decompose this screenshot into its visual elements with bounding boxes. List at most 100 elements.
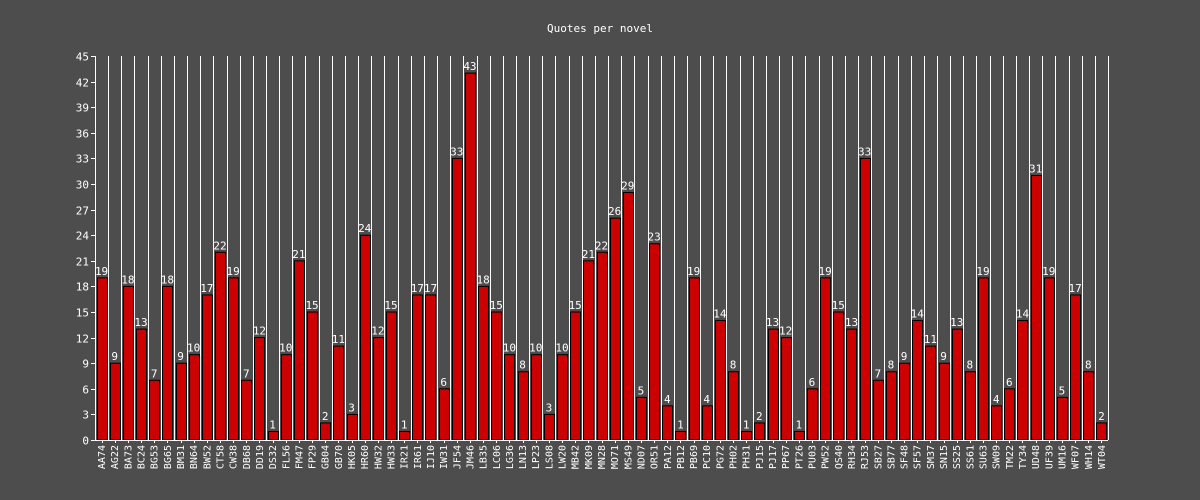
data-label: 14 — [1016, 308, 1030, 321]
x-tick-label: MB42 — [571, 445, 582, 469]
bar — [702, 405, 713, 441]
x-tick-label: DB68 — [242, 445, 253, 469]
bar — [649, 243, 660, 441]
x-tick-label: RH34 — [847, 445, 858, 469]
x-tick-label: LP23 — [531, 445, 542, 469]
data-label: 1 — [401, 418, 408, 431]
x-tick-label: LN13 — [518, 445, 529, 469]
x-tick-label: LB35 — [479, 445, 490, 469]
bar — [360, 234, 371, 441]
data-label: 2 — [322, 410, 329, 423]
data-label: 9 — [111, 350, 118, 363]
x-tick-label: PB12 — [676, 445, 687, 469]
data-label: 18 — [476, 273, 489, 286]
bar — [1083, 371, 1094, 441]
data-label: 3 — [348, 401, 355, 414]
x-tick-label: JM46 — [465, 445, 476, 469]
y-tick-label: 24 — [76, 230, 90, 243]
data-label: 8 — [967, 359, 974, 372]
x-tick-label: RJ53 — [860, 445, 871, 469]
data-label: 9 — [901, 350, 908, 363]
data-label: 10 — [529, 342, 542, 355]
y-tick-label: 39 — [76, 102, 89, 115]
x-tick-label: SF48 — [900, 445, 911, 469]
x-tick-label: UF39 — [1044, 445, 1055, 469]
x-tick-label: MS49 — [623, 445, 634, 469]
data-label: 1 — [677, 418, 684, 431]
y-tick-label: 36 — [76, 128, 89, 141]
data-label: 8 — [730, 359, 737, 372]
data-label: 23 — [647, 231, 660, 244]
x-tick-label: LW20 — [558, 445, 569, 469]
data-label: 19 — [819, 265, 832, 278]
data-label: 4 — [703, 393, 710, 406]
data-label: 21 — [582, 248, 595, 261]
x-tick-label: JF54 — [452, 445, 463, 469]
bar — [860, 157, 871, 441]
data-label: 33 — [858, 145, 871, 158]
bar — [873, 379, 884, 441]
data-label: 7 — [243, 367, 250, 380]
x-tick-label: IR61 — [413, 445, 424, 469]
data-label: 12 — [371, 325, 384, 338]
bar — [689, 277, 700, 441]
x-tick-label: PC10 — [702, 445, 713, 469]
data-label: 17 — [1068, 282, 1081, 295]
x-tick-label: IR21 — [400, 445, 411, 469]
bar — [162, 285, 173, 441]
bar — [820, 277, 831, 441]
x-tick-label: MN28 — [597, 445, 608, 469]
x-tick-label: UM16 — [1057, 445, 1068, 469]
x-tick-label: PA12 — [663, 445, 674, 469]
x-tick-label: BC24 — [137, 445, 148, 469]
x-tick-label: PH02 — [729, 445, 740, 469]
data-label: 8 — [888, 359, 895, 372]
x-tick-label: BN64 — [189, 445, 200, 469]
bar — [241, 379, 252, 441]
x-tick-label: HW33 — [387, 445, 398, 469]
data-label: 6 — [440, 376, 447, 389]
data-label: 29 — [621, 180, 634, 193]
data-label: 13 — [950, 316, 963, 329]
x-tick-label: PT26 — [794, 445, 805, 469]
bar — [307, 311, 318, 441]
data-label: 15 — [490, 299, 503, 312]
bar — [939, 362, 950, 441]
bar — [623, 192, 634, 441]
data-label: 6 — [809, 376, 816, 389]
data-label: 17 — [411, 282, 424, 295]
data-label: 10 — [279, 342, 292, 355]
data-label: 10 — [187, 342, 200, 355]
x-tick-label: FM47 — [294, 445, 305, 469]
y-tick-label: 42 — [76, 77, 89, 90]
bar — [754, 422, 765, 441]
x-tick-label: HW32 — [373, 445, 384, 469]
data-label: 9 — [177, 350, 184, 363]
x-tick-label: LC06 — [492, 445, 503, 469]
bar — [347, 413, 358, 441]
x-tick-label: LG36 — [505, 445, 516, 469]
data-label: 19 — [687, 265, 700, 278]
bar — [1031, 174, 1042, 441]
y-tick-label: 18 — [76, 281, 89, 294]
x-tick-label: CW38 — [229, 445, 240, 469]
bar — [176, 362, 187, 441]
data-label: 17 — [424, 282, 437, 295]
x-tick-label: AG22 — [110, 445, 121, 469]
bar — [254, 337, 265, 441]
x-tick-label: BG65 — [163, 445, 174, 469]
bar — [386, 311, 397, 441]
data-label: 13 — [134, 316, 147, 329]
bar — [281, 354, 292, 441]
data-label: 33 — [450, 145, 463, 158]
bar — [110, 362, 121, 441]
bar — [504, 354, 515, 441]
data-label: 10 — [555, 342, 568, 355]
x-tick-label: SW09 — [992, 445, 1003, 469]
bar — [491, 311, 502, 441]
bar — [1017, 320, 1028, 441]
bar — [268, 430, 279, 441]
bar — [912, 320, 923, 441]
bar — [570, 311, 581, 441]
data-label: 8 — [1085, 359, 1092, 372]
